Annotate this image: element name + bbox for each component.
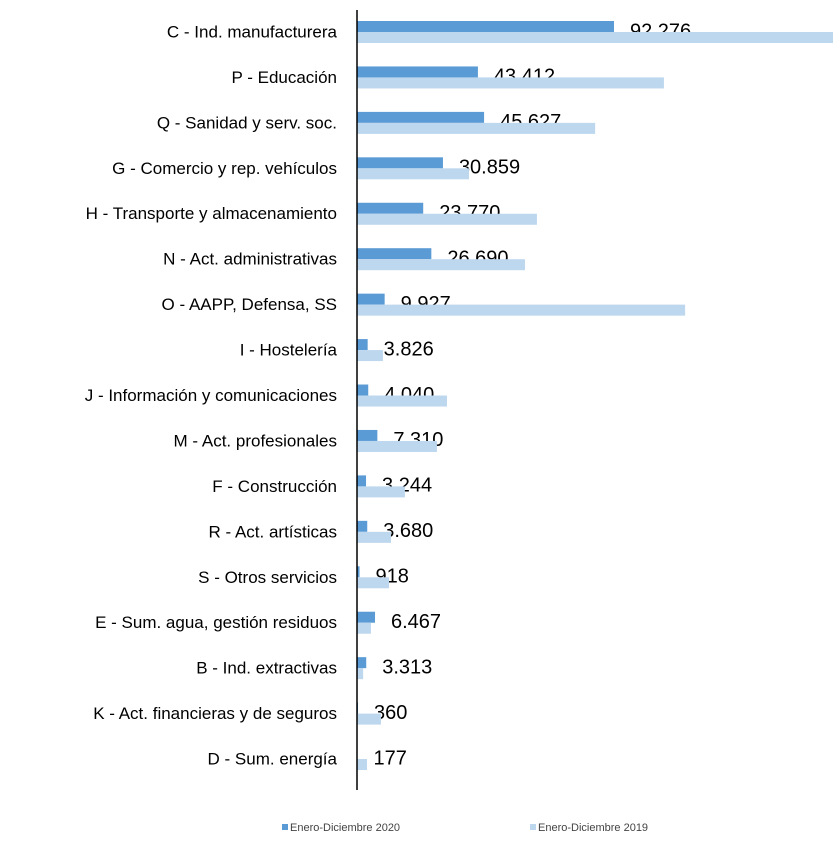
bar	[357, 611, 376, 623]
bar	[357, 168, 469, 180]
bar	[357, 429, 378, 441]
category-label: O - AAPP, Defensa, SS	[162, 295, 337, 314]
bar	[357, 248, 432, 260]
category-label: K - Act. financieras y de seguros	[93, 704, 337, 723]
data-label: 360	[374, 702, 407, 724]
bar	[357, 350, 383, 362]
bar	[357, 486, 405, 498]
bar	[357, 759, 368, 771]
category-label: I - Hostelería	[240, 341, 338, 360]
category-label: G - Comercio y rep. vehículos	[112, 159, 337, 178]
category-label: F - Construcción	[212, 477, 337, 496]
bar	[357, 668, 364, 680]
bar	[357, 577, 390, 589]
bar	[357, 622, 371, 634]
bar	[357, 21, 615, 32]
legend-label: Enero-Diciembre 2020	[290, 822, 400, 834]
category-label: N - Act. administrativas	[163, 250, 337, 269]
bar	[357, 77, 664, 89]
bar	[357, 304, 686, 316]
data-label: 6.467	[391, 611, 441, 633]
bar	[357, 395, 447, 407]
bar	[357, 384, 369, 396]
category-label: M - Act. profesionales	[174, 431, 337, 450]
data-label: 30.859	[459, 157, 520, 179]
bar	[357, 122, 596, 134]
bar	[357, 213, 537, 225]
bar	[357, 157, 443, 169]
bar	[357, 32, 833, 43]
bar	[357, 293, 385, 305]
bar	[357, 531, 391, 543]
category-label: Q - Sanidad y serv. soc.	[157, 113, 337, 132]
bar	[357, 111, 485, 123]
legend-marker	[530, 824, 536, 830]
data-label: 3.826	[384, 338, 434, 360]
bar	[357, 339, 368, 351]
bar	[357, 440, 437, 452]
data-label: 3.680	[383, 520, 433, 542]
category-label: P - Educación	[231, 68, 337, 87]
category-label: H - Transporte y almacenamiento	[86, 204, 337, 223]
legend-marker	[282, 824, 288, 830]
bar	[357, 66, 478, 78]
bar	[357, 202, 424, 214]
bar	[357, 475, 367, 487]
category-label: B - Ind. extractivas	[196, 659, 337, 678]
bar	[357, 259, 525, 271]
category-label: R - Act. artísticas	[209, 522, 337, 541]
category-label: S - Otros servicios	[198, 568, 337, 587]
bar	[357, 520, 368, 532]
category-label: E - Sum. agua, gestión residuos	[95, 613, 337, 632]
category-label: D - Sum. energía	[208, 750, 338, 769]
legend-label: Enero-Diciembre 2019	[538, 822, 648, 834]
bar	[357, 657, 367, 669]
category-label: J - Información y comunicaciones	[85, 386, 337, 405]
data-label: 177	[373, 747, 406, 769]
data-label: 3.313	[382, 656, 432, 678]
bar	[357, 566, 360, 578]
bar	[357, 713, 381, 725]
category-label: C - Ind. manufacturera	[167, 22, 338, 41]
